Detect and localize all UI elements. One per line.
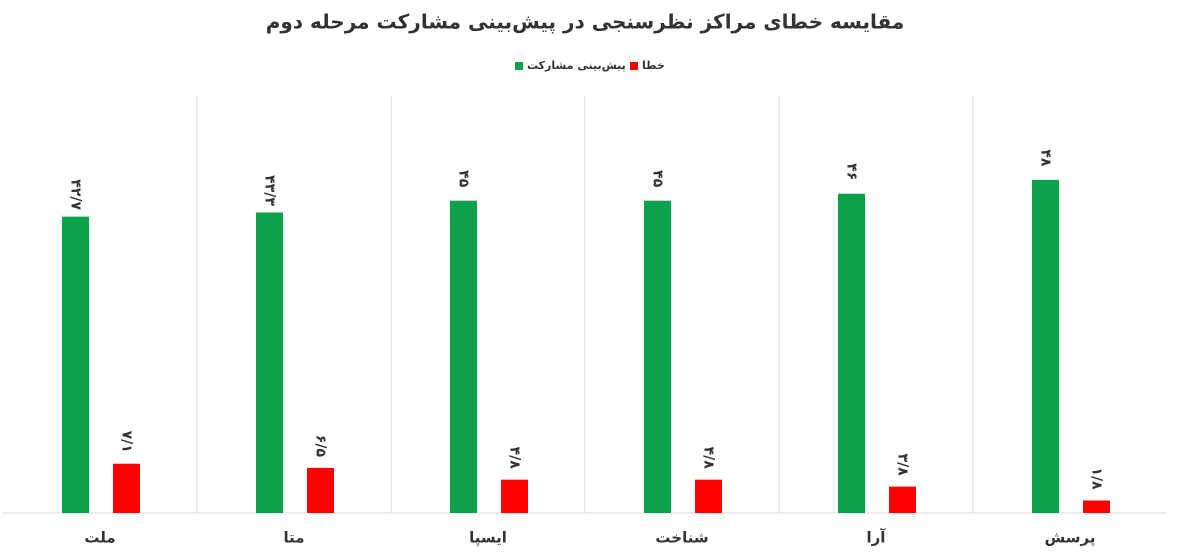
x-tick-label: پرسش (1045, 529, 1096, 548)
data-label: ۴۸ (1038, 149, 1054, 167)
x-tick-label: آرا (867, 529, 887, 547)
bar (1083, 500, 1110, 513)
data-label: ۴/۸ (701, 447, 717, 470)
data-label: ۱/۸ (1089, 467, 1105, 490)
data-label: ۷/۱ (119, 431, 135, 453)
legend-swatch (630, 62, 638, 70)
data-label: ۴۵ (650, 170, 666, 188)
bar (1032, 179, 1059, 513)
legend-swatch (515, 62, 523, 70)
bar (113, 463, 140, 513)
data-label: ۳/۸ (895, 454, 911, 477)
x-tick-label: ملت (84, 529, 115, 547)
bar (450, 200, 477, 513)
bar (256, 212, 283, 514)
bar (838, 193, 865, 513)
x-tick-label: ایسپا (469, 529, 507, 548)
bar (889, 486, 916, 513)
data-label: ۶/۵ (313, 435, 329, 458)
bar (501, 479, 528, 513)
data-label: ۴/۸ (507, 447, 523, 470)
bar (307, 467, 334, 513)
chart-title: مقایسه خطای مراکز نظرسنجی در پیش‌بینی مش… (266, 10, 905, 35)
data-label: ۴۳/۳ (262, 175, 278, 206)
data-label: ۴۵ (456, 170, 472, 188)
data-label: ۴۲/۷ (68, 179, 84, 210)
legend-label: خطا (642, 59, 665, 72)
legend-label: پیش‌بینی مشارکت (527, 59, 626, 72)
bar (644, 200, 671, 513)
x-tick-label: متا (283, 529, 304, 547)
data-label: ۴۶ (844, 163, 860, 180)
bar (62, 216, 89, 514)
bar (695, 479, 722, 513)
x-tick-label: شناخت (655, 529, 708, 547)
